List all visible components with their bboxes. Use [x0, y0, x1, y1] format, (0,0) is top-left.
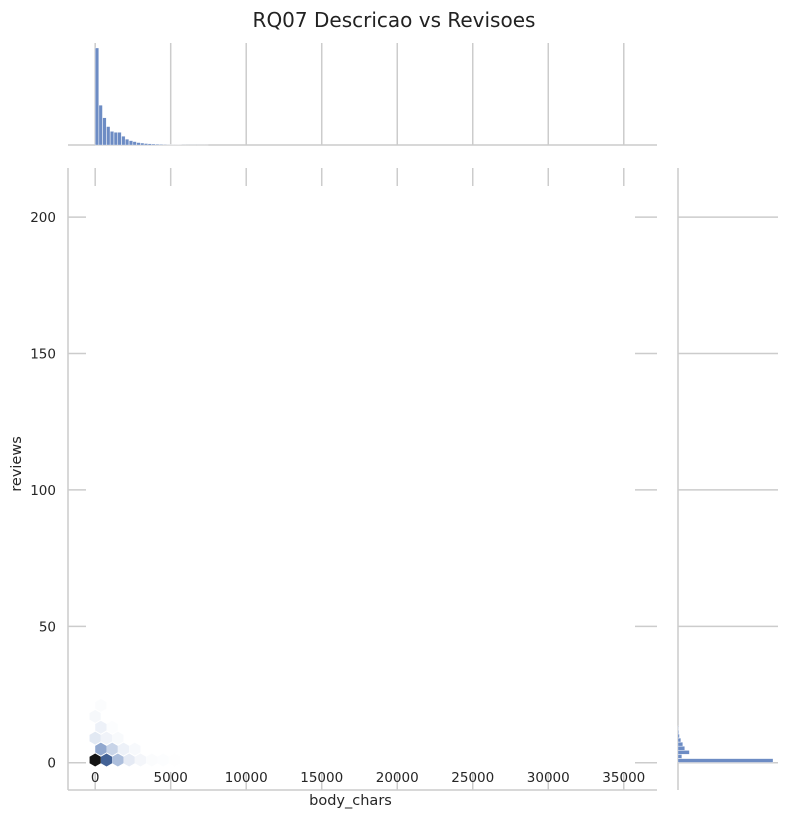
y-tick-label: 100: [30, 483, 56, 499]
hexbin: [129, 742, 141, 756]
top-hist-bar: [159, 144, 163, 146]
chart-title: RQ07 Descricao vs Revisoes: [252, 8, 536, 32]
hexbin: [134, 753, 147, 767]
hexbin: [112, 731, 124, 745]
top-hist-bar: [113, 132, 118, 146]
hexbin: [106, 720, 118, 734]
x-axis-label: body_chars: [309, 793, 392, 809]
y-tick-label: 50: [39, 619, 56, 635]
hexbin: [89, 731, 101, 745]
right-hist-bar: [677, 742, 683, 747]
hexbin: [106, 742, 118, 756]
x-tick-label: 30000: [527, 770, 570, 786]
x-tick-label: 25000: [451, 770, 494, 786]
top-hist-bar: [144, 143, 148, 146]
right-hist-bar: [677, 738, 681, 743]
right-hist-bar: [677, 758, 774, 763]
right-hist-bar: [677, 746, 685, 751]
top-hist-bar: [136, 142, 141, 146]
hexbin: [146, 753, 158, 767]
hexbin: [123, 753, 135, 767]
top-hist-bar: [129, 140, 133, 146]
x-tick-label: 0: [91, 770, 100, 786]
top-hist-bar: [147, 143, 152, 146]
top-hist-bar: [155, 144, 160, 146]
hexbin: [89, 709, 101, 723]
hexbin: [112, 753, 124, 767]
top-hist-bar: [132, 141, 137, 146]
top-hist-bar: [102, 117, 107, 146]
hexbin: [168, 753, 181, 767]
x-tick-label: 15000: [300, 770, 343, 786]
hexbin: [95, 698, 107, 712]
y-tick-label: 150: [30, 347, 56, 363]
y-axis-label: reviews: [9, 436, 25, 492]
top-hist-bar: [117, 132, 122, 146]
hexbin: [89, 753, 101, 767]
hexbin: [100, 731, 113, 745]
top-hist-bar: [151, 143, 156, 146]
top-hist-bar: [140, 142, 145, 146]
top-hist-bar: [106, 126, 111, 146]
hexbin: [95, 720, 107, 734]
right-hist-bar: [677, 750, 690, 755]
x-tick-label: 10000: [225, 770, 268, 786]
y-tick-label: 0: [47, 756, 56, 772]
top-hist-bar: [125, 139, 130, 146]
top-hist-bar: [121, 136, 126, 146]
x-tick-label: 20000: [376, 770, 419, 786]
hexbin: [157, 753, 169, 767]
hexbin: [95, 742, 107, 756]
x-tick-label: 5000: [154, 770, 188, 786]
right-hist-bar: [677, 733, 680, 739]
top-hist-bar: [95, 47, 99, 146]
top-hist-bar: [98, 105, 103, 146]
hexbin: [100, 753, 113, 767]
x-tick-label: 35000: [602, 770, 645, 786]
top-hist-bar: [110, 131, 114, 146]
right-hist-bar: [677, 754, 682, 759]
y-tick-label: 200: [30, 210, 56, 226]
hexbin: [117, 742, 130, 756]
right-hist-bar: [677, 729, 679, 734]
